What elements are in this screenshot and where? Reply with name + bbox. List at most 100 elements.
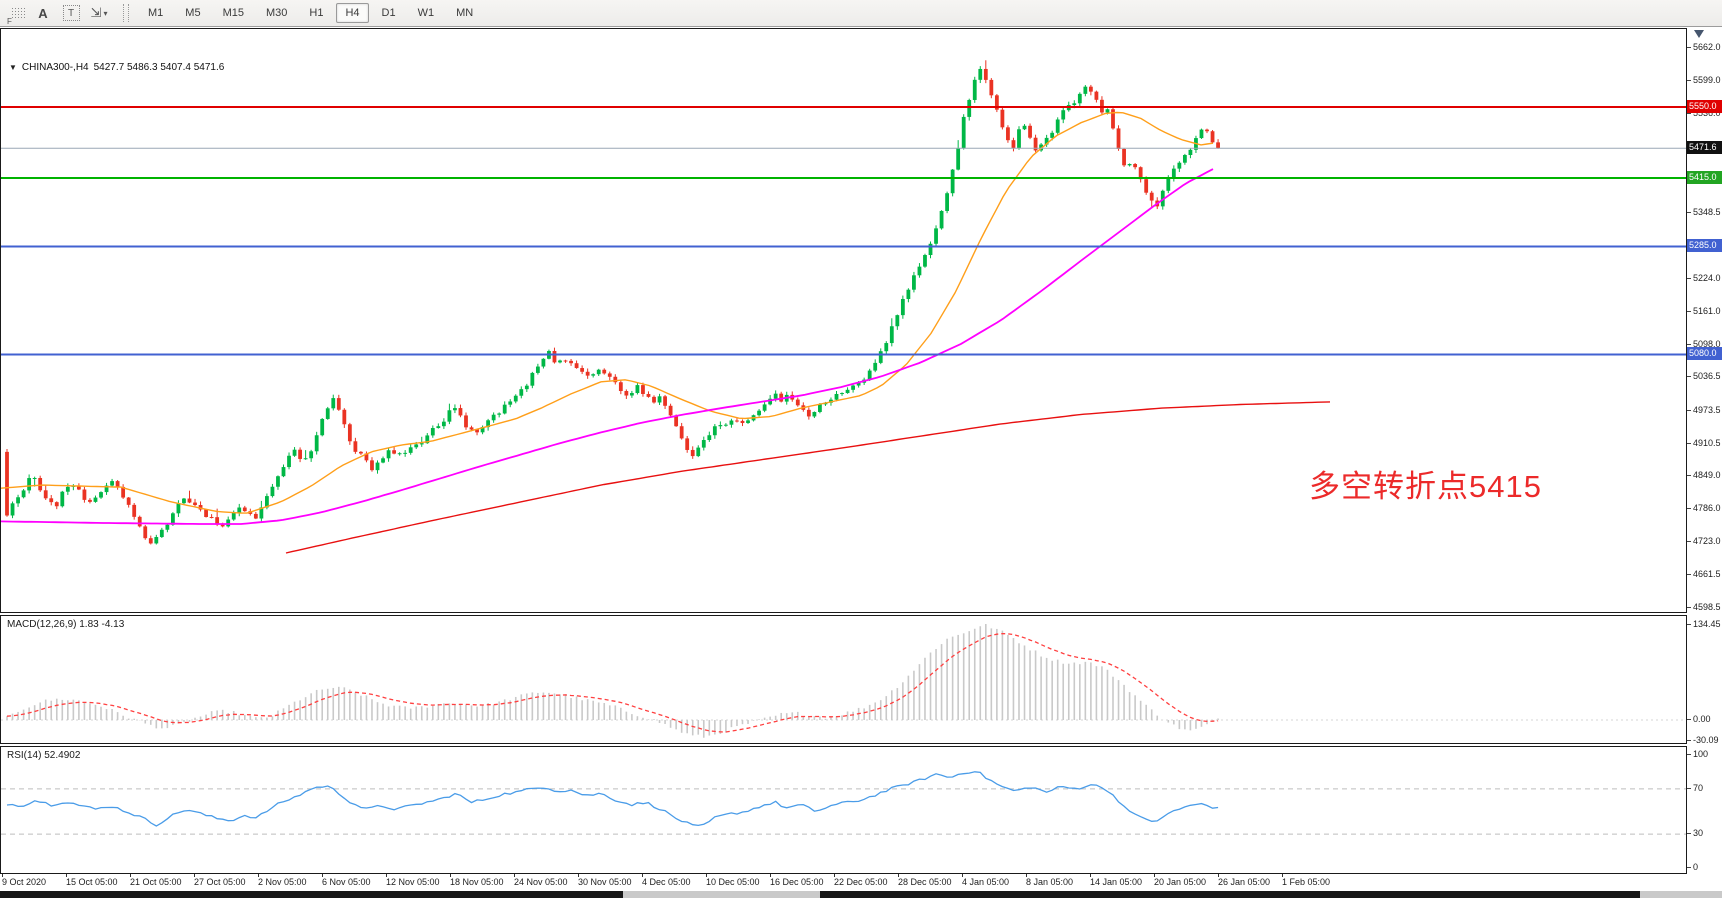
rsi-tick-label: 0 — [1687, 861, 1722, 873]
rsi-label: RSI(14) 52.4902 — [7, 750, 81, 761]
tick-mark — [1687, 573, 1691, 575]
macd-label: MACD(12,26,9) 1.83 -4.13 — [7, 619, 125, 630]
price-tick-label: 4849.0 — [1687, 469, 1722, 481]
timeframe-button-m15[interactable]: M15 — [222, 7, 244, 19]
time-label: 30 Nov 05:00 — [578, 877, 632, 887]
arrows-tool-icon[interactable]: ⇲ ▾ — [87, 1, 111, 25]
tick-mark — [1687, 739, 1691, 741]
rsi-indicator-panel[interactable]: RSI(14) 52.4902 — [0, 746, 1687, 874]
macd-signal-line — [6, 632, 1219, 733]
time-label: 16 Dec 05:00 — [770, 877, 824, 887]
tick-mark — [1687, 753, 1691, 755]
tick-mark — [1687, 442, 1691, 444]
bottom-strip-segment — [820, 891, 1640, 898]
time-tick-mark — [514, 874, 515, 877]
price-tick-label: 4598.5 — [1687, 601, 1722, 613]
time-tick-mark — [450, 874, 451, 877]
time-tick-mark — [258, 874, 259, 877]
candlestick-series — [5, 60, 1220, 545]
chart-annotation-text: 多空转折点5415 — [1309, 469, 1542, 504]
time-label: 28 Dec 05:00 — [898, 877, 952, 887]
price-tick-label: 4661.5 — [1687, 568, 1722, 580]
arrows-icon: ⇲ — [90, 5, 102, 20]
timeframe-button-w1[interactable]: W1 — [417, 7, 435, 19]
timeframe-button-h1[interactable]: H1 — [309, 7, 324, 19]
chart-dropdown-icon[interactable]: ▼ — [9, 63, 17, 72]
price-tag-5080: 5080.0 — [1687, 347, 1722, 360]
text-tool-icon[interactable]: A — [31, 1, 55, 25]
time-tick-mark — [642, 874, 643, 877]
chart-title: ▼ CHINA300-,H4 5427.7 5486.3 5407.4 5471… — [9, 62, 224, 73]
chart-shift-marker-icon[interactable] — [1694, 30, 1704, 38]
time-tick-mark — [194, 874, 195, 877]
time-tick-mark — [2, 874, 3, 877]
tick-mark — [1687, 409, 1691, 411]
price-tick-label: 5348.5 — [1687, 206, 1722, 218]
tick-mark — [1687, 623, 1691, 625]
toolbar: F A T ⇲ ▾ M1 M5 M15 M30 H1 H4 D1 W1 MN — [0, 0, 1722, 27]
price-tag-5415: 5415.0 — [1687, 171, 1722, 184]
tick-mark — [1687, 112, 1691, 114]
timeframe-button-m5[interactable]: M5 — [185, 7, 201, 19]
time-tick-mark — [130, 874, 131, 877]
bottom-strip-segment — [0, 891, 623, 898]
time-tick-mark — [322, 874, 323, 877]
time-tick-mark — [386, 874, 387, 877]
time-tick-mark — [898, 874, 899, 877]
time-label: 8 Jan 05:00 — [1026, 877, 1074, 887]
letter-a-icon: A — [38, 5, 48, 21]
fibonacci-tool-icon[interactable]: F — [2, 1, 27, 26]
time-label: 4 Dec 05:00 — [642, 877, 691, 887]
main-chart-panel[interactable]: ▼ CHINA300-,H4 5427.7 5486.3 5407.4 5471… — [0, 28, 1687, 613]
price-tick-label: 5536.0 — [1687, 107, 1722, 119]
time-label: 9 Oct 2020 — [2, 877, 47, 887]
macd-indicator-panel[interactable]: MACD(12,26,9) 1.83 -4.13 — [0, 615, 1687, 744]
time-tick-mark — [962, 874, 963, 877]
tick-mark — [1687, 211, 1691, 213]
text-label-tool-icon[interactable]: T — [59, 1, 83, 25]
price-tick-label: 5662.0 — [1687, 41, 1722, 53]
main-chart-canvas[interactable] — [1, 29, 1686, 612]
price-tick-label: 5224.0 — [1687, 272, 1722, 284]
letter-t-icon: T — [62, 5, 80, 21]
ma-medium-line — [1, 168, 1214, 525]
time-label: 2 Nov 05:00 — [258, 877, 307, 887]
timeframe-button-m30[interactable]: M30 — [265, 7, 288, 19]
chart-ohlc-values: 5427.7 5486.3 5407.4 5471.6 — [93, 62, 225, 73]
rsi-tick-label: 100 — [1687, 748, 1722, 760]
timeframe-button-m1[interactable]: M1 — [148, 7, 164, 19]
bottom-strip-segment — [1640, 891, 1722, 898]
macd-canvas[interactable] — [1, 616, 1686, 743]
dropdown-caret-icon[interactable]: ▾ — [103, 8, 108, 18]
macd-tick-label: 0.00 — [1687, 713, 1722, 725]
time-tick-mark — [834, 874, 835, 877]
ma-slow-line — [285, 401, 1331, 554]
time-label: 15 Oct 05:00 — [66, 877, 118, 887]
time-axis[interactable]: 9 Oct 2020 15 Oct 05:00 21 Oct 05:00 27 Oct… — [0, 874, 1722, 891]
tick-mark — [1687, 375, 1691, 377]
tick-mark — [1687, 79, 1691, 81]
time-label: 12 Nov 05:00 — [386, 877, 440, 887]
toolbar-separator — [123, 4, 129, 22]
rsi-tick-label: 30 — [1687, 827, 1722, 839]
price-tag-5550: 5550.0 — [1687, 100, 1722, 113]
tick-mark — [1687, 46, 1691, 48]
bottom-strip-segment — [623, 891, 820, 898]
price-tick-label: 4723.0 — [1687, 535, 1722, 547]
time-tick-mark — [770, 874, 771, 877]
timeframe-button-h4[interactable]: H4 — [336, 3, 369, 23]
rsi-canvas[interactable] — [1, 747, 1686, 873]
time-label: 1 Feb 05:00 — [1282, 877, 1331, 887]
price-tick-label: 5098.0 — [1687, 338, 1722, 350]
time-label: 4 Jan 05:00 — [962, 877, 1010, 887]
time-tick-mark — [578, 874, 579, 877]
time-label: 6 Nov 05:00 — [322, 877, 371, 887]
timeframe-button-mn[interactable]: MN — [456, 7, 474, 19]
timeframe-button-d1[interactable]: D1 — [381, 7, 396, 19]
time-tick-mark — [706, 874, 707, 877]
time-label: 18 Nov 05:00 — [450, 877, 504, 887]
tick-mark — [1687, 866, 1691, 868]
price-tick-label: 4910.5 — [1687, 437, 1722, 449]
time-label: 20 Jan 05:00 — [1154, 877, 1207, 887]
chart-symbol-timeframe: CHINA300-,H4 — [21, 62, 89, 73]
